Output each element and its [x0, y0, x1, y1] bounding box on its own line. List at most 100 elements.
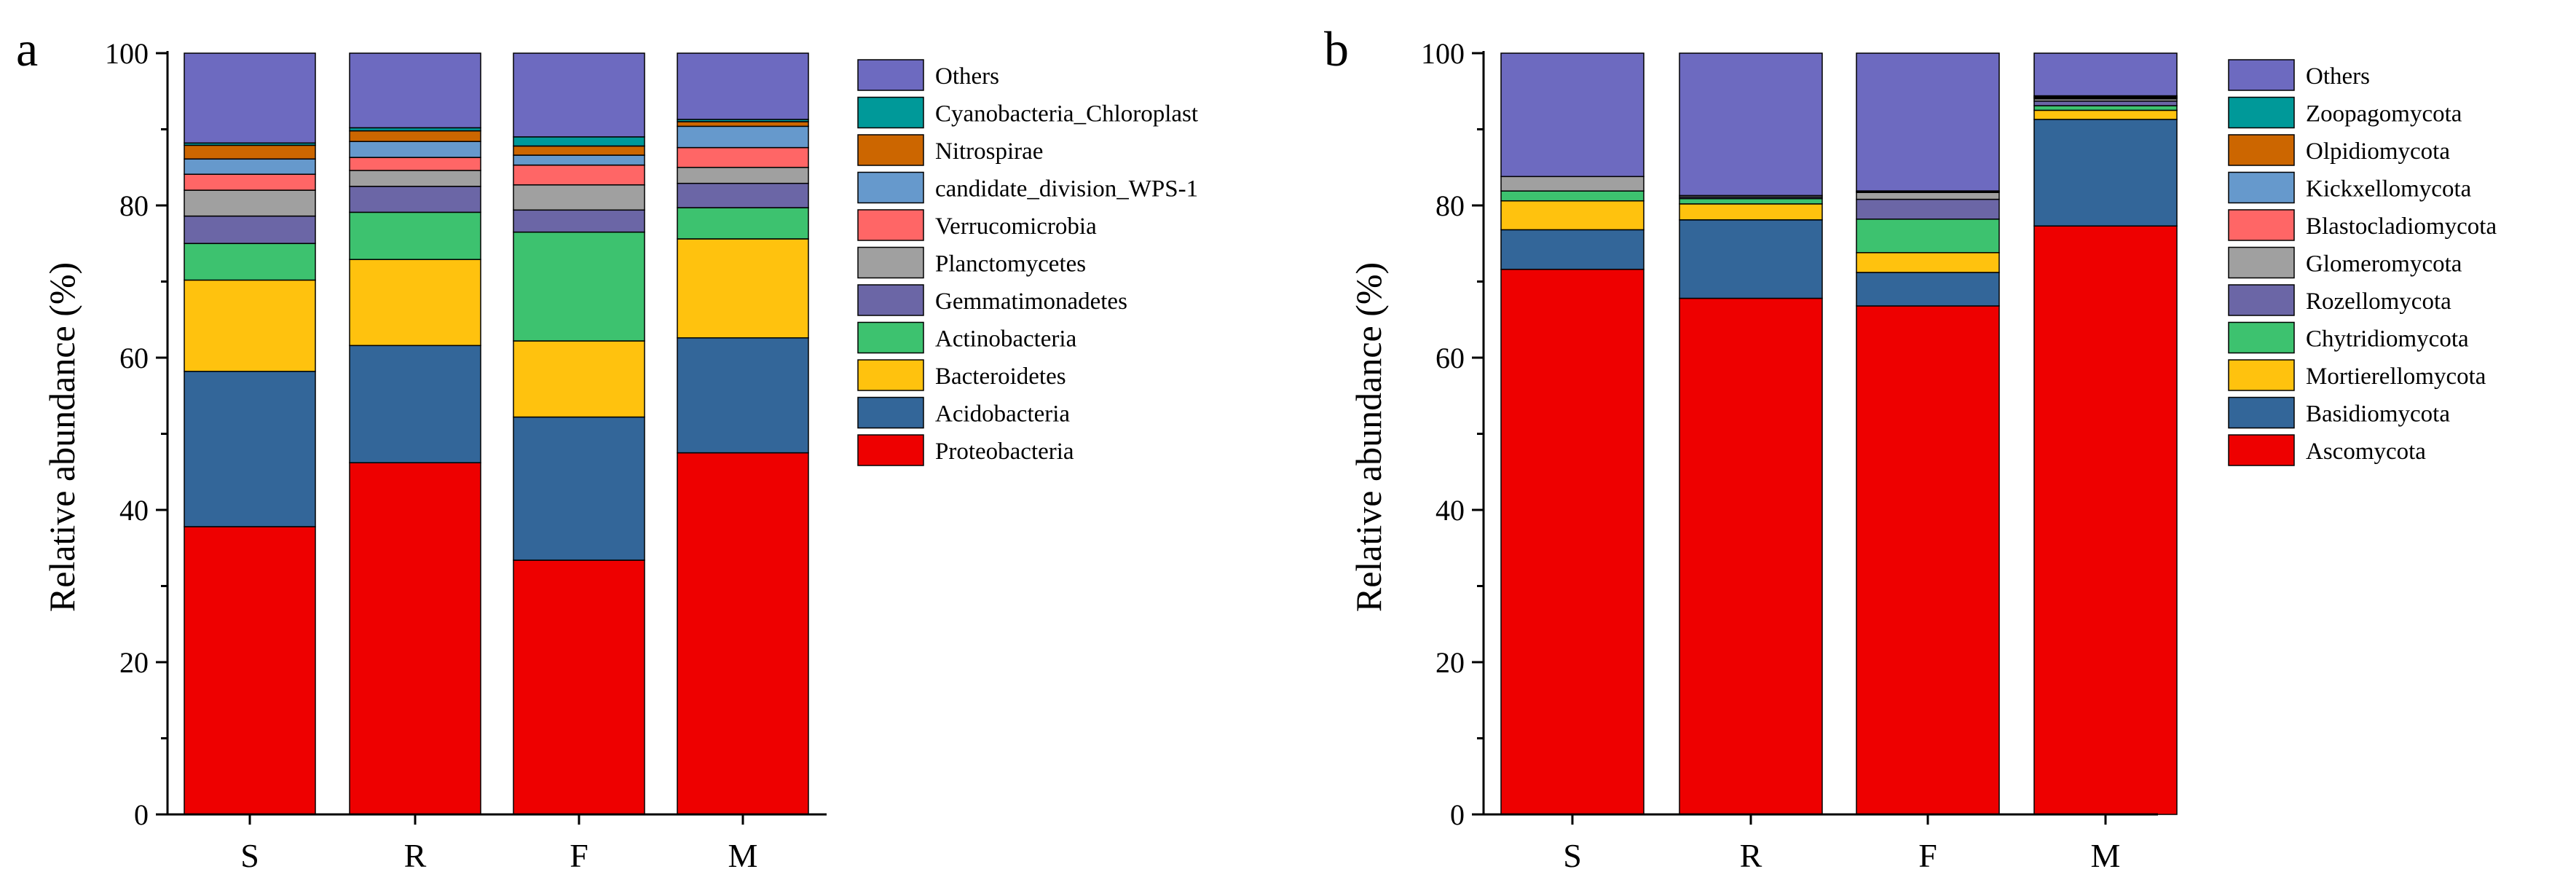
bar-segment-R-basidiomycota	[1679, 219, 1823, 299]
legend-label: Bacteroidetes	[935, 363, 1066, 390]
bar-segment-F-rozellomycota	[1856, 198, 2000, 220]
legend-label: Glomeromycota	[2306, 251, 2462, 278]
bar-segment-R-ascomycota	[1679, 297, 1823, 815]
legend-label: Chytridiomycota	[2306, 326, 2469, 353]
legend-label: Mortierellomycota	[2306, 363, 2486, 390]
legend-swatch	[857, 96, 924, 129]
legend-swatch	[2228, 434, 2295, 466]
legend-swatch	[2228, 359, 2295, 391]
bar-segment-M-mortierellomycota	[2033, 109, 2178, 120]
legend-swatch	[2228, 284, 2295, 316]
bar-segment-F-acidobacteria	[513, 416, 645, 561]
legend-swatch	[2228, 396, 2295, 429]
legend-label: Verrucomicrobia	[935, 213, 1097, 240]
bar-segment-R-planctomycetes	[349, 170, 481, 187]
x-tick-label: S	[240, 837, 259, 874]
bar-segment-M-proteobacteria	[677, 452, 809, 815]
legend-swatch	[2228, 321, 2295, 354]
panel-b: b Relative abundance (%) 0 20 40 60 80 100 S R F…	[1324, 21, 2497, 874]
bar-segment-S-others	[1500, 52, 1645, 178]
x-tick-label: S	[1563, 837, 1582, 874]
legend-swatch	[857, 134, 924, 166]
legend-label: Gemmatimonadetes	[935, 288, 1127, 315]
bar-segment-M-acidobacteria	[677, 337, 809, 454]
legend-swatch	[857, 359, 924, 391]
bar-segment-S-planctomycetes	[184, 189, 316, 217]
bar-segment-F-mortierellomycota	[1856, 252, 2000, 273]
bar-segment-S-others	[184, 52, 316, 144]
legend-swatch	[2228, 246, 2295, 279]
bar-segment-S-mortierellomycota	[1500, 200, 1645, 231]
legend-swatch	[857, 171, 924, 204]
legend-label: Cyanobacteria_Chloroplast	[935, 101, 1198, 127]
y-tick-label: 20	[1435, 646, 1465, 679]
y-tick-label: 100	[1421, 37, 1465, 70]
y-axis-title: Relative abundance (%)	[1348, 262, 1389, 612]
legend-swatch	[2228, 96, 2295, 129]
bar-segment-R-chytridiomycota	[1679, 197, 1823, 205]
legend-swatch	[2228, 171, 2295, 204]
legend-label: Planctomycetes	[935, 251, 1086, 278]
bar-segment-R-candidate-division-wps-1	[349, 141, 481, 158]
legend-label: Blastocladiomycota	[2306, 213, 2497, 240]
bar-segment-S-basidiomycota	[1500, 229, 1645, 270]
bar-segment-F-gemmatimonadetes	[513, 209, 645, 233]
legend-label: Nitrospirae	[935, 138, 1043, 165]
bar-segment-R-proteobacteria	[349, 462, 481, 815]
legend-label: Acidobacteria	[935, 401, 1070, 428]
bar-segment-S-nitrospirae	[184, 144, 316, 160]
bar-segment-M-ascomycota	[2033, 225, 2178, 815]
bar-segment-F-others	[513, 52, 645, 138]
legend-label: candidate_division_WPS-1	[935, 176, 1198, 203]
legend-swatch	[857, 284, 924, 316]
bar-segment-M-others	[2033, 52, 2178, 97]
bar-segment-F-glomeromycota	[1856, 192, 2000, 200]
y-axis-title: Relative abundance (%)	[42, 262, 82, 612]
legend-label: Proteobacteria	[935, 439, 1074, 465]
bar-segment-F-others	[1856, 52, 2000, 192]
axes: 0 20 40 60 80 100 S R F M	[1421, 37, 2158, 874]
legend: Others Zoopagomycota Olpidiomycota Kickxell…	[2228, 59, 2497, 466]
bar-segment-R-mortierellomycota	[1679, 203, 1823, 221]
bar-segment-M-basidiomycota	[2033, 119, 2178, 227]
x-tick-label: M	[2091, 837, 2121, 874]
bar-segment-F-actinobacteria	[513, 231, 645, 342]
legend-label: Basidiomycota	[2306, 401, 2450, 428]
legend-swatch	[2228, 209, 2295, 241]
bar-segment-R-acidobacteria	[349, 345, 481, 463]
y-tick-label: 40	[1435, 494, 1465, 527]
panel-label: a	[16, 21, 38, 76]
bars	[184, 52, 809, 815]
bar-segment-F-basidiomycota	[1856, 272, 2000, 307]
legend-swatch	[857, 434, 924, 466]
legend-label: Olpidiomycota	[2306, 138, 2450, 165]
legend-swatch	[2228, 134, 2295, 166]
legend-swatch	[857, 246, 924, 279]
x-tick-label: F	[570, 837, 588, 874]
bar-segment-F-cyanobacteria-chloroplast	[513, 136, 645, 147]
panel-a: a Relative abundance (%) 0 20 40 60 80 100 S R F…	[16, 21, 1198, 874]
bar-segment-F-planctomycetes	[513, 184, 645, 211]
bar-segment-M-others	[677, 52, 809, 120]
bar-segment-M-planctomycetes	[677, 167, 809, 184]
panel-label: b	[1324, 21, 1349, 76]
bar-segment-M-chytridiomycota	[2033, 105, 2178, 111]
legend-swatch	[2228, 59, 2295, 91]
legend-label: Ascomycota	[2306, 439, 2426, 465]
legend-label: Zoopagomycota	[2306, 101, 2462, 127]
bar-segment-F-verrucomicrobia	[513, 164, 645, 186]
legend-swatch	[857, 321, 924, 354]
bar-segment-M-actinobacteria	[677, 207, 809, 240]
bar-segment-S-acidobacteria	[184, 371, 316, 527]
bar-segment-M-candidate-division-wps-1	[677, 125, 809, 149]
x-tick-label: R	[1740, 837, 1762, 874]
bar-segment-R-gemmatimonadetes	[349, 186, 481, 213]
y-tick-label: 60	[119, 342, 149, 374]
bar-segment-M-rozellomycota	[2033, 101, 2178, 106]
legend: Others Cyanobacteria_Chloroplast Nitrospir…	[857, 59, 1198, 466]
bar-segment-S-candidate-division-wps-1	[184, 158, 316, 175]
bar-segment-S-ascomycota	[1500, 269, 1645, 815]
bars	[1500, 52, 2178, 815]
legend-label: Kickxellomycota	[2306, 176, 2472, 203]
